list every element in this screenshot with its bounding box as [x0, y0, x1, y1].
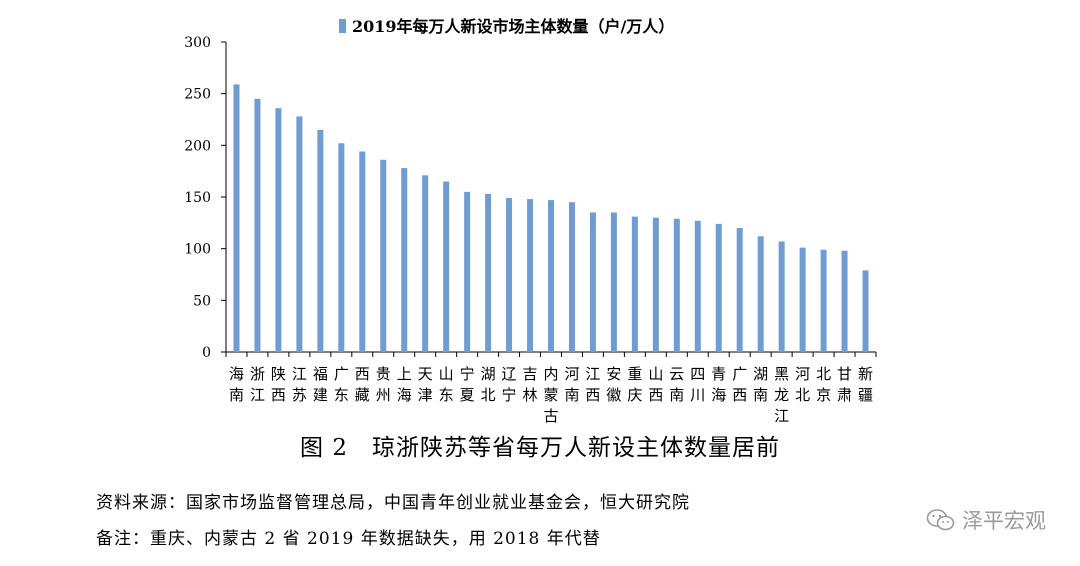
y-tick-label: 0: [202, 345, 211, 361]
watermark: 泽平宏观: [926, 505, 1046, 535]
bar: [275, 108, 282, 352]
x-tick-label: 湖北: [481, 365, 496, 404]
bar: [652, 217, 659, 352]
x-tick-label: 西藏: [355, 365, 370, 404]
bar: [338, 143, 345, 352]
bar: [820, 249, 827, 352]
bar: [485, 193, 492, 352]
x-tick-label: 青海: [711, 365, 726, 404]
y-tick-label: 100: [184, 242, 211, 258]
watermark-text: 泽平宏观: [962, 509, 1046, 533]
x-tick-label: 上海: [397, 365, 412, 404]
bar: [233, 84, 240, 352]
x-tick-label: 吉林: [523, 365, 538, 404]
legend-label: 2019年每万人新设市场主体数量（户/万人）: [352, 17, 674, 36]
bar: [254, 98, 261, 352]
y-tick-label: 250: [184, 87, 211, 103]
bar: [694, 220, 701, 352]
bar: [464, 191, 471, 352]
x-tick-label: 福建: [313, 365, 328, 404]
x-tick-label: 山西: [648, 365, 663, 404]
bar: [715, 223, 722, 352]
x-tick-label: 北京: [816, 365, 831, 404]
bar: [359, 151, 366, 352]
bar: [380, 159, 387, 352]
bar: [673, 218, 680, 352]
bar: [422, 175, 429, 352]
x-tick-label: 江西: [585, 365, 600, 404]
source-note: 资料来源：国家市场监督管理总局，中国青年创业就业基金会，恒大研究院: [96, 493, 690, 513]
x-tick-label: 陕西: [271, 365, 286, 404]
legend-swatch: [339, 19, 346, 33]
y-tick-label: 150: [184, 190, 211, 206]
bar: [610, 212, 617, 352]
bar: [568, 202, 575, 352]
bar: [841, 250, 848, 352]
bar: [757, 236, 764, 352]
x-tick-label: 河南: [564, 365, 579, 404]
x-tick-label: 江苏: [292, 365, 307, 404]
x-tick-label: 山东: [439, 365, 454, 404]
bar: [589, 212, 596, 352]
bar-chart: 0 50 100 150 200 250 300 海南浙江陕西江苏福建广东西藏贵州上海天津山东…: [184, 17, 877, 425]
x-tick-label: 甘肃: [837, 365, 852, 404]
remark-note: 备注：重庆、内蒙古 2 省 2019 年数据缺失，用 2018 年代替: [96, 529, 601, 549]
x-tick-label: 云南: [669, 365, 684, 404]
x-tick-label: 广东: [334, 365, 349, 404]
x-tick-label: 重庆: [627, 365, 642, 404]
x-tick-label: 辽宁: [502, 365, 517, 404]
x-tick-label: 宁夏: [460, 365, 475, 404]
x-tick-label: 广西: [732, 365, 747, 404]
x-tick-label: 湖南: [753, 365, 768, 404]
x-tick-label: 河北: [795, 365, 810, 404]
x-tick-label: 新疆: [858, 365, 873, 404]
bar: [296, 116, 303, 353]
x-tick-label: 内蒙古: [543, 365, 558, 425]
figure-caption: 图 2 琼浙陕苏等省每万人新设主体数量居前: [300, 435, 780, 461]
bar: [527, 199, 534, 352]
y-tick-label: 200: [184, 138, 211, 154]
bar: [317, 129, 324, 352]
x-tick-label: 浙江: [250, 365, 265, 404]
bar: [548, 200, 554, 352]
bar: [506, 198, 513, 352]
bar: [401, 168, 408, 352]
x-tick-label: 四川: [690, 365, 705, 404]
x-tick-label: 安徽: [606, 365, 621, 404]
x-tick-label: 天津: [418, 365, 433, 404]
bar: [443, 181, 450, 352]
bar: [778, 241, 785, 352]
bar: [799, 247, 806, 352]
x-tick-label: 贵州: [376, 365, 391, 404]
bar: [736, 228, 743, 352]
wechat-icon: [926, 509, 955, 531]
y-tick-label: 50: [193, 293, 211, 309]
x-tick-label: 海南: [229, 365, 244, 404]
y-tick-label: 300: [184, 35, 211, 51]
bar: [631, 216, 638, 352]
bar: [862, 270, 869, 352]
x-tick-label: 黑龙江: [774, 365, 789, 425]
